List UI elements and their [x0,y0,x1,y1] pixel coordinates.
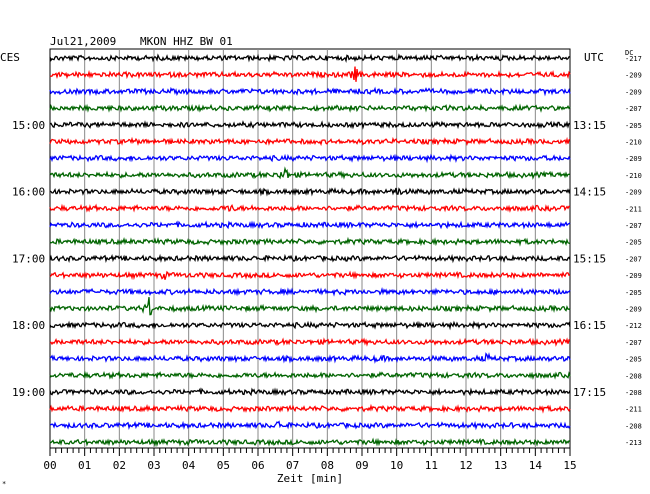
dc-offset-label: -217 [625,55,642,63]
dc-offset-label: -209 [625,88,642,96]
dc-offset-label: -205 [625,289,642,297]
dc-offset-label: -209 [625,155,642,163]
dc-offset-label: -210 [625,172,642,180]
dc-offset-label: -205 [625,122,642,130]
trace-2 [49,86,571,97]
x-tick-label: 09 [355,459,368,472]
x-axis: 00 01 02 03 04 05 06 07 08 09 10 11 12 13 14 15 [43,448,577,472]
trace-5 [49,136,571,147]
left-time-label: 16:00 [12,186,45,199]
x-tick-label: 06 [251,459,264,472]
trace-13 [49,270,571,281]
dc-offset-label: -209 [625,306,642,314]
x-tick-label: 13 [494,459,507,472]
trace-23 [49,437,570,448]
trace-12 [49,253,571,264]
dc-offset-label: -209 [625,272,642,280]
trace-11 [49,236,571,247]
x-tick-label: 11 [425,459,438,472]
left-timezone-label: CES [0,51,20,64]
x-tick-label: 00 [43,459,56,472]
dc-offset-label: -208 [625,389,642,397]
trace-16 [49,320,571,331]
dc-offset-label: -207 [625,222,642,230]
dc-offset-label: -210 [625,139,642,147]
x-tick-label: 10 [390,459,403,472]
station-label: MKON HHZ BW 01 [140,35,233,48]
x-tick-label: 14 [529,459,543,472]
dc-offset-label: -211 [625,406,642,414]
dc-offset-label: -211 [625,205,642,213]
left-time-label: 15:00 [12,119,45,132]
dc-offset-label: -207 [625,255,642,263]
x-tick-label: 12 [459,459,472,472]
trace-18 [49,352,571,364]
right-time-label: 13:15 [573,119,606,132]
x-tick-label: 02 [113,459,126,472]
trace-0 [49,53,571,64]
left-time-label: 19:00 [12,386,45,399]
trace-22 [49,420,571,431]
dc-offset-label: -208 [625,372,642,380]
x-tick-label: 04 [182,459,196,472]
x-tick-label: 15 [563,459,576,472]
trace-6 [49,153,571,164]
trace-9 [49,203,571,213]
trace-4 [49,120,570,130]
x-tick-label: 05 [217,459,230,472]
trace-20 [49,387,571,397]
trace-1 [49,66,571,82]
trace-15 [49,297,571,316]
x-tick-label: 08 [321,459,334,472]
x-tick-label: 01 [78,459,91,472]
x-axis-title: Zeit [min] [277,472,343,485]
date-label: Jul21,2009 [50,35,116,48]
right-time-label: 14:15 [573,186,606,199]
x-tick-label: 03 [147,459,160,472]
right-time-label: 16:15 [573,319,606,332]
seismic-traces [49,53,571,448]
trace-14 [49,287,571,297]
time-labels: 15:00 13:15 16:00 14:15 17:00 15:15 18:00 16:15… [12,119,606,399]
dc-header-label: DC [625,49,633,57]
trace-7 [49,166,571,180]
dc-offset-label: -205 [625,239,642,247]
dc-offset-label: -207 [625,339,642,347]
left-time-label: 18:00 [12,319,45,332]
dc-offset-label: -208 [625,422,642,430]
x-tick-label: 07 [286,459,299,472]
trace-3 [49,103,571,113]
right-time-label: 15:15 [573,252,606,265]
right-timezone-label: UTC [584,51,604,64]
left-time-label: 17:00 [12,252,45,265]
right-time-label: 17:15 [573,386,606,399]
trace-21 [49,403,571,414]
dc-offset-labels: -217 -209 -209 -207 -205 -210 -209 -210 -209 -211… [625,55,642,447]
dc-offset-label: -205 [625,356,642,364]
dc-offset-label: -209 [625,72,642,80]
trace-8 [49,187,571,197]
trace-19 [49,370,571,380]
dc-offset-label: -209 [625,189,642,197]
dc-offset-label: -207 [625,105,642,113]
trace-17 [49,337,571,347]
corner-mark: * [2,480,6,488]
trace-10 [49,220,571,230]
minute-gridlines [84,49,536,448]
dc-offset-label: -213 [625,439,642,447]
dc-offset-label: -212 [625,322,642,330]
